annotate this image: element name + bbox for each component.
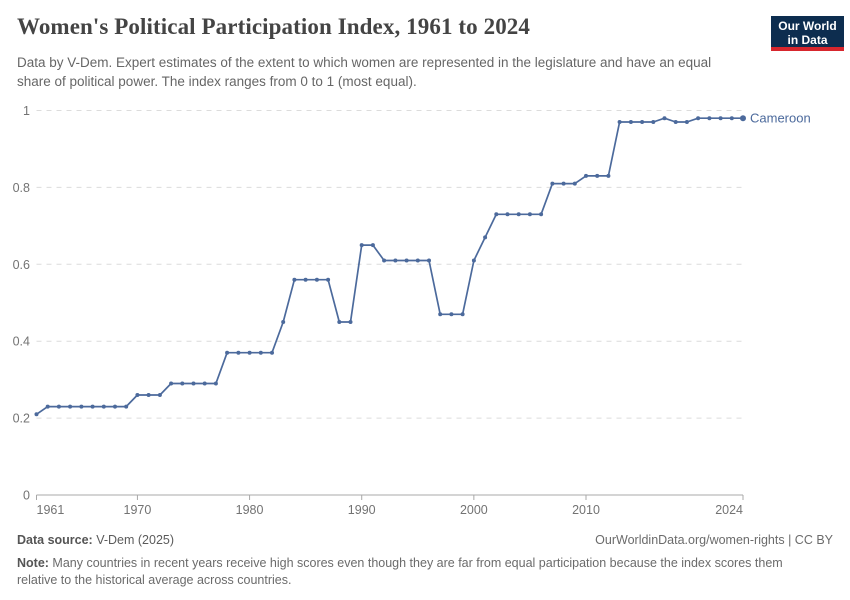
data-point[interactable] [628, 120, 633, 124]
data-point[interactable] [270, 350, 274, 355]
data-point[interactable] [56, 404, 61, 409]
data-point[interactable] [729, 116, 734, 121]
data-point[interactable] [404, 258, 409, 263]
data-point[interactable] [113, 404, 117, 409]
data-point[interactable] [449, 312, 454, 317]
data-point[interactable] [281, 320, 286, 324]
data-point[interactable] [505, 212, 510, 217]
data-point[interactable] [673, 120, 678, 124]
data-point[interactable] [370, 243, 375, 248]
data-point[interactable] [584, 173, 588, 178]
x-tick-label: 1980 [236, 503, 264, 517]
data-point[interactable] [572, 181, 577, 186]
data-point[interactable] [135, 393, 140, 397]
data-point[interactable] [303, 277, 308, 282]
data-point[interactable] [225, 350, 230, 355]
data-point[interactable] [180, 381, 185, 386]
data-point[interactable] [146, 393, 151, 397]
data-point[interactable] [292, 277, 297, 282]
note-text: Many countries in recent years receive h… [17, 556, 783, 587]
data-point[interactable] [595, 173, 600, 178]
data-point[interactable] [191, 381, 196, 386]
data-point[interactable] [550, 181, 555, 186]
footer-note: Note: Many countries in recent years rec… [17, 555, 817, 588]
data-line[interactable] [36, 117, 744, 416]
data-point[interactable] [337, 320, 342, 324]
data-point[interactable] [640, 120, 645, 124]
data-point[interactable] [169, 381, 174, 386]
y-tick-label: 0.4 [13, 335, 30, 349]
data-point[interactable] [718, 116, 723, 121]
data-point[interactable] [662, 116, 667, 121]
data-point[interactable] [34, 412, 39, 417]
data-point[interactable] [157, 393, 162, 397]
data-point[interactable] [707, 116, 712, 121]
data-point[interactable] [527, 212, 532, 217]
data-point[interactable] [460, 312, 465, 317]
data-source-label: Data source: [17, 533, 93, 547]
x-tick-label: 2010 [572, 503, 600, 517]
data-point[interactable] [90, 404, 95, 409]
data-point[interactable] [258, 350, 263, 355]
data-point[interactable] [101, 404, 106, 409]
y-tick-label: 0.2 [13, 412, 30, 426]
chart-title: Women's Political Participation Index, 1… [17, 14, 530, 39]
data-point[interactable] [79, 404, 84, 409]
data-point[interactable] [696, 116, 701, 121]
x-tick-label: 1970 [124, 503, 152, 517]
data-point[interactable] [202, 381, 207, 386]
owid-logo[interactable]: Our World in Data [771, 16, 844, 51]
data-point[interactable] [393, 258, 398, 263]
data-point[interactable] [236, 350, 241, 355]
data-point[interactable] [314, 277, 319, 282]
data-source-text: Data source: V-Dem (2025) [17, 533, 174, 547]
entity-label[interactable]: Cameroon [750, 111, 811, 126]
data-point[interactable] [539, 212, 544, 217]
data-point[interactable] [124, 404, 129, 409]
data-point[interactable] [471, 258, 476, 263]
owid-logo-line2: in Data [787, 33, 828, 47]
data-point[interactable] [606, 173, 611, 178]
data-point[interactable] [359, 243, 364, 248]
data-point[interactable] [213, 381, 218, 386]
attribution-link[interactable]: OurWorldinData.org/women-rights | CC BY [595, 533, 833, 547]
data-point[interactable] [483, 235, 488, 240]
y-tick-label: 0 [23, 489, 30, 503]
data-point[interactable] [427, 258, 431, 263]
data-point[interactable] [415, 258, 420, 263]
data-point[interactable] [516, 212, 521, 217]
x-tick-label: 2000 [460, 503, 488, 517]
data-point[interactable] [326, 277, 331, 282]
data-point[interactable] [247, 350, 252, 355]
owid-logo-line1: Our World [778, 19, 837, 33]
data-point[interactable] [348, 320, 353, 324]
data-source-value: V-Dem (2025) [92, 533, 175, 547]
data-point[interactable] [438, 312, 443, 317]
y-tick-label: 0.6 [13, 258, 30, 272]
data-point[interactable] [382, 258, 387, 263]
y-tick-label: 1 [23, 104, 30, 118]
x-tick-label: 1961 [37, 503, 65, 517]
x-tick-label: 2024 [715, 503, 743, 517]
data-point[interactable] [561, 181, 566, 186]
chart-subtitle: Data by V-Dem. Expert estimates of the e… [17, 55, 712, 89]
note-label: Note: [17, 556, 49, 570]
data-point[interactable] [740, 115, 746, 122]
data-point[interactable] [617, 120, 622, 124]
data-point[interactable] [45, 404, 50, 409]
x-tick-label: 1990 [348, 503, 376, 517]
footer-source-row: Data source: V-Dem (2025) OurWorldinData… [17, 533, 833, 547]
data-point[interactable] [494, 212, 499, 217]
y-tick-label: 0.8 [13, 181, 30, 195]
data-point[interactable] [651, 120, 656, 124]
data-point[interactable] [68, 404, 73, 409]
data-point[interactable] [684, 120, 689, 124]
